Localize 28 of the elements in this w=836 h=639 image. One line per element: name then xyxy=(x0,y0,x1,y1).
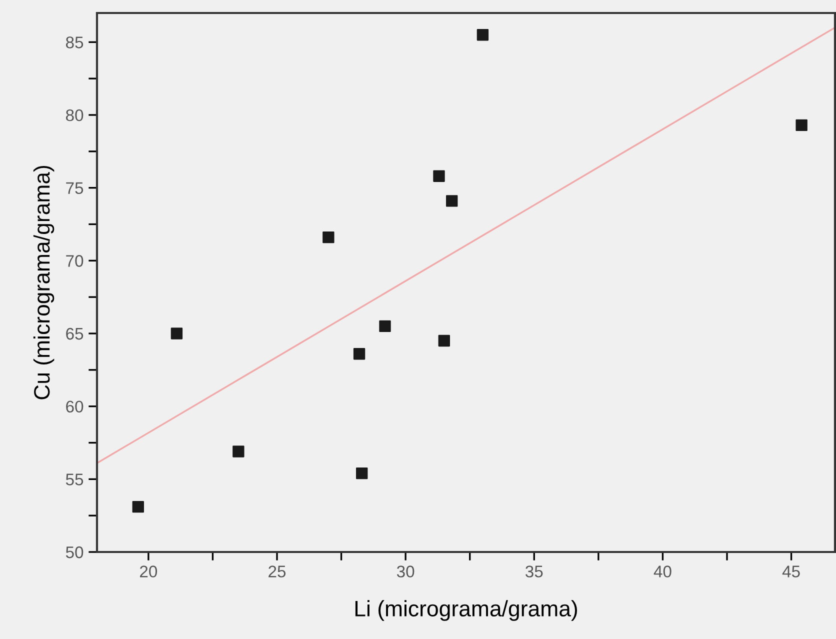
x-tick-label: 25 xyxy=(268,566,286,578)
point xyxy=(446,195,458,207)
point xyxy=(356,467,368,480)
point xyxy=(170,328,183,340)
x-tick-label: 20 xyxy=(140,566,158,578)
y-tick-label: 80 xyxy=(66,109,84,122)
point xyxy=(232,446,244,458)
y-tick-label: 50 xyxy=(66,546,84,558)
y-tick-label: 60 xyxy=(66,400,84,413)
point xyxy=(796,119,808,132)
y-tick-label: 85 xyxy=(66,36,84,48)
y-tick-label: 70 xyxy=(66,255,84,267)
point xyxy=(322,231,334,244)
point xyxy=(132,500,144,513)
point xyxy=(433,170,445,182)
point xyxy=(476,29,489,41)
x-axis-title: Li (micrograma/grama) xyxy=(355,600,577,621)
x-tick-label: 30 xyxy=(396,566,414,578)
point xyxy=(353,348,366,360)
x-tick-label: 35 xyxy=(526,566,543,578)
point xyxy=(379,320,391,332)
y-axis-title: Cu (micrograma/grama) xyxy=(33,166,54,400)
y-tick-label: 75 xyxy=(66,182,84,194)
point xyxy=(438,334,450,347)
y-tick-label: 65 xyxy=(66,328,84,340)
y-tick-label: 55 xyxy=(66,474,84,486)
x-tick-label: 40 xyxy=(654,566,672,578)
x-tick-label: 45 xyxy=(782,566,800,578)
